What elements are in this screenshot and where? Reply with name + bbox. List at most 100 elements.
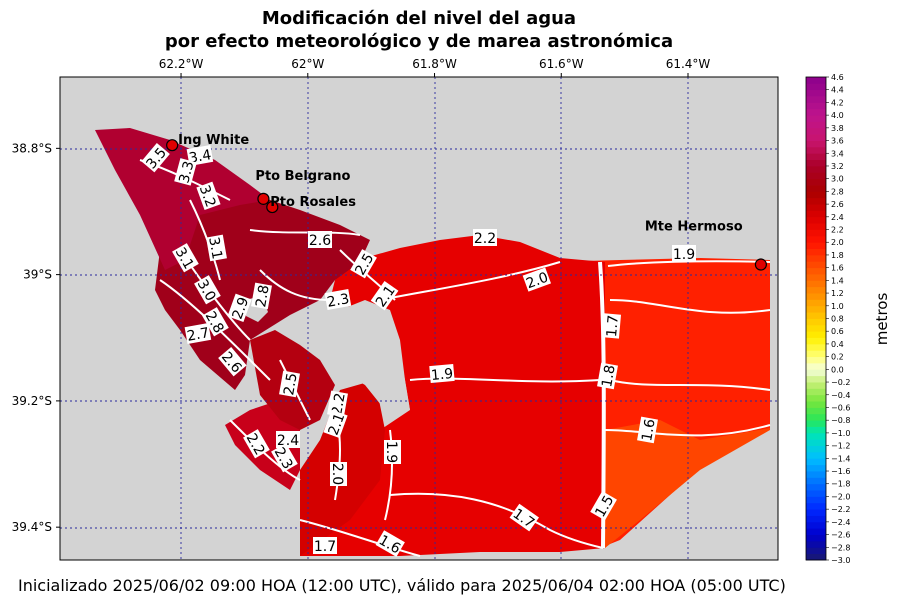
contour-line	[299, 519, 421, 557]
colorbar-band	[806, 267, 826, 275]
colorbar-band	[806, 331, 826, 338]
colorbar-tick-label: −0.6	[831, 403, 850, 412]
colorbar-tick-label: −1.4	[831, 454, 850, 463]
contour-line	[604, 424, 771, 437]
colorbar-tick-label: 1.8	[831, 251, 844, 260]
colorbar-tick-label: 4.6	[831, 73, 844, 82]
colorbar-tick-label: 2.2	[831, 226, 844, 235]
colorbar-band	[806, 426, 826, 434]
colorbar-band	[806, 388, 826, 396]
colorbar-band	[806, 102, 826, 110]
lat-tick-label: 39°S	[23, 268, 52, 282]
colorbar-band	[806, 445, 826, 453]
colorbar-band	[806, 172, 826, 180]
colorbar-band	[806, 464, 826, 472]
colorbar-tick-label: −0.4	[831, 391, 850, 400]
colorbar-band	[806, 362, 826, 370]
colorbar-tick-label: 0.4	[831, 340, 844, 349]
lon-tick-label: 62°W	[291, 57, 324, 71]
colorbar-band	[806, 401, 826, 408]
contour-label: 2.4	[277, 433, 299, 449]
lon-tick-label: 62.2°W	[159, 57, 204, 71]
colorbar-band	[806, 77, 826, 84]
place-label: Pto Belgrano	[255, 169, 350, 184]
contour-label: 2.8	[253, 284, 273, 309]
contour-label: 2.9	[230, 295, 253, 321]
colorbar-band	[806, 235, 826, 243]
colorbar-band	[806, 153, 826, 161]
colorbar-tick-label: 0.6	[831, 327, 844, 336]
colorbar-band	[806, 540, 826, 548]
colorbar-tick-label: −3.0	[831, 556, 850, 565]
title-line-1: Modificación del nivel del agua	[261, 8, 577, 29]
colorbar-tick-label: 0.2	[831, 353, 844, 362]
colorbar-band	[806, 496, 826, 504]
colorbar-band	[806, 394, 826, 402]
colorbar-band	[806, 96, 826, 103]
colorbar-band	[806, 451, 826, 459]
colorbar-band	[806, 242, 826, 249]
colorbar-tick-label: 1.4	[831, 276, 844, 285]
estuary-upper	[95, 128, 270, 270]
colorbar-band	[806, 356, 826, 364]
colorbar-band	[806, 318, 826, 326]
island-1	[300, 300, 410, 410]
contour-label: 1.7	[604, 314, 622, 338]
colorbar-band	[806, 375, 826, 383]
colorbar-band	[806, 490, 826, 497]
lon-tick-label: 61.4°W	[666, 57, 711, 71]
contour-label: 2.3	[326, 291, 351, 311]
colorbar-tick-label: −1.8	[831, 480, 850, 489]
colorbar-band	[806, 254, 826, 262]
colorbar-band	[806, 146, 826, 154]
title-line-2: por efecto meteorológico y de marea astr…	[164, 31, 674, 52]
colorbar-band	[806, 547, 826, 555]
colorbar-band	[806, 477, 826, 485]
place-marker	[257, 192, 270, 205]
colorbar-tick-label: 2.0	[831, 238, 844, 247]
colorbar-band	[806, 280, 826, 288]
colorbar-tick-label: 0.8	[831, 315, 844, 324]
colorbar-band	[806, 299, 826, 307]
colorbar-band	[806, 553, 826, 561]
colorbar-tick-label: −1.2	[831, 442, 850, 451]
colorbar-band	[806, 509, 826, 516]
contour-label: 1.8	[599, 364, 619, 389]
contour-label: 2.7	[186, 325, 211, 345]
colorbar-band	[806, 413, 826, 421]
colorbar-band	[806, 534, 826, 542]
map-title: Modificación del nivel del agua por efec…	[60, 7, 778, 53]
colorbar-band	[806, 407, 826, 415]
colorbar-tick-label: 4.4	[831, 86, 844, 95]
footer-validity-text: Inicializado 2025/06/02 09:00 HOA (12:00…	[18, 576, 786, 595]
place-label: Pto Rosales	[270, 195, 356, 210]
colorbar-tick-label: 0.0	[831, 365, 844, 374]
colorbar-band	[806, 337, 826, 345]
contour-label: 1.6	[639, 418, 659, 443]
colorbar-label: metros	[873, 293, 891, 346]
colorbar-tick-label: 3.0	[831, 175, 844, 184]
contour-label: 1.9	[673, 247, 695, 263]
colorbar-band	[806, 382, 826, 389]
colorbar-band	[806, 108, 826, 116]
colorbar-band	[806, 248, 826, 256]
colorbar-tick-label: 4.2	[831, 98, 844, 107]
place-marker	[754, 258, 767, 271]
colorbar-band	[806, 216, 826, 224]
sea-zone-southeast	[605, 420, 770, 548]
lon-tick-label: 61.8°W	[412, 57, 457, 71]
contour-label: 2.6	[309, 233, 331, 249]
contour-line	[609, 379, 771, 391]
colorbar-tick-label: 3.2	[831, 162, 844, 171]
colorbar-band	[806, 521, 826, 529]
lat-tick-label: 38.8°S	[12, 141, 52, 155]
colorbar-band	[806, 343, 826, 351]
colorbar-band	[806, 439, 826, 447]
colorbar-band	[806, 261, 826, 269]
contour-label: 2.0	[524, 270, 550, 293]
colorbar-band	[806, 324, 826, 332]
colorbar-band	[806, 191, 826, 199]
colorbar-band	[806, 223, 826, 230]
colorbar-band	[806, 515, 826, 523]
contour-label: 1.9	[430, 366, 454, 384]
